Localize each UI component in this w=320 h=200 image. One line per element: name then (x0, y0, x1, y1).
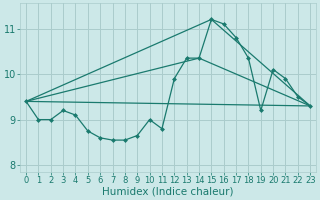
X-axis label: Humidex (Indice chaleur): Humidex (Indice chaleur) (102, 187, 234, 197)
